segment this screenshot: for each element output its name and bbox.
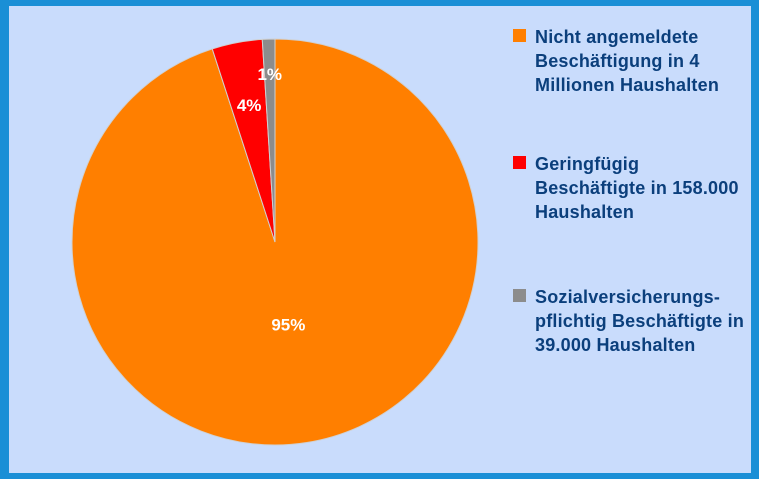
- legend-swatch: [513, 29, 526, 42]
- data-label: 95%: [271, 316, 305, 335]
- data-label: 1%: [257, 65, 282, 84]
- legend-swatch: [513, 289, 526, 302]
- legend-swatch: [513, 156, 526, 169]
- legend-item: Geringfügig Beschäftigte in 158.000 Haus…: [513, 152, 749, 224]
- legend-item: Sozialversicherungs-pflichtig Beschäftig…: [513, 285, 749, 357]
- data-label: 4%: [237, 96, 262, 115]
- legend-item: Nicht angemeldete Beschäftigung in 4 Mil…: [513, 25, 749, 97]
- legend-label: Sozialversicherungs-pflichtig Beschäftig…: [535, 287, 745, 355]
- legend-label: Geringfügig Beschäftigte in 158.000 Haus…: [535, 154, 739, 222]
- pie-slice: [261, 38, 276, 243]
- legend-label: Nicht angemeldete Beschäftigung in 4 Mil…: [535, 27, 720, 95]
